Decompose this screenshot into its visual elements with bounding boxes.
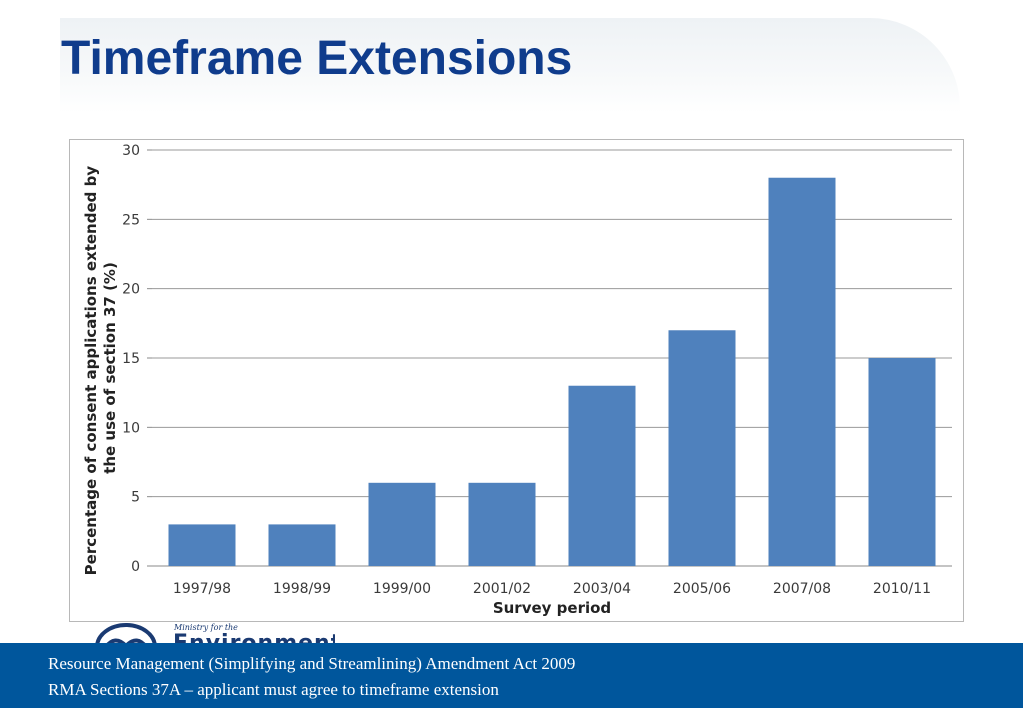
x-axis-title: Survey period xyxy=(493,599,611,617)
logo-big-text: Environment xyxy=(173,631,335,646)
bar-2003-04 xyxy=(568,385,636,566)
chart-frame: 0 5 10 15 20 25 30 1997/98 1998/99 1999/00 2001/0… xyxy=(69,139,964,622)
y-tick-labels: 0 5 10 15 20 25 30 xyxy=(122,143,140,575)
bar-1999-00 xyxy=(368,482,436,566)
y-tick-label: 25 xyxy=(122,212,140,228)
bar-2010-11 xyxy=(868,358,936,566)
footer-line-1: Resource Management (Simplifying and Str… xyxy=(48,654,576,673)
ministry-logo: Ministry for the Environment xyxy=(95,620,335,646)
y-tick-label: 20 xyxy=(122,282,140,298)
y-tick-label: 10 xyxy=(122,420,140,436)
bar-chart: 0 5 10 15 20 25 30 1997/98 1998/99 1999/00 2001/0… xyxy=(82,143,952,617)
x-tick-label: 2001/02 xyxy=(473,581,531,597)
y-tick-label: 0 xyxy=(131,559,140,575)
x-tick-labels: 1997/98 1998/99 1999/00 2001/02 2003/04 2005/… xyxy=(173,581,931,597)
x-tick-label: 1998/99 xyxy=(273,581,331,597)
ministry-emblem-icon xyxy=(95,623,157,646)
x-tick-label: 1999/00 xyxy=(373,581,431,597)
x-tick-label: 2003/04 xyxy=(573,581,631,597)
x-tick-label: 2007/08 xyxy=(773,581,831,597)
y-axis-title: Percentage of consent applications exten… xyxy=(82,161,119,576)
x-tick-label: 2005/06 xyxy=(673,581,731,597)
x-tick-label: 1997/98 xyxy=(173,581,231,597)
logo-small-text: Ministry for the xyxy=(174,623,238,632)
footer-bar xyxy=(0,643,1023,708)
bar-2007-08 xyxy=(768,177,836,566)
bars xyxy=(168,177,936,566)
y-tick-label: 30 xyxy=(122,143,140,159)
footer-line-2: RMA Sections 37A – applicant must agree … xyxy=(48,680,499,699)
x-tick-label: 2010/11 xyxy=(873,581,931,597)
y-tick-label: 5 xyxy=(131,490,140,506)
bar-1997-98 xyxy=(168,524,236,566)
y-tick-label: 15 xyxy=(122,351,140,367)
y-axis-title-line-1: Percentage of consent applications exten… xyxy=(82,166,100,576)
bar-1998-99 xyxy=(268,524,336,566)
title-background xyxy=(60,18,960,113)
slide-title: Timeframe Extensions xyxy=(61,32,573,85)
bar-2005-06 xyxy=(668,330,736,566)
bar-2001-02 xyxy=(468,482,536,566)
y-axis-title-line-2: the use of section 37 (%) xyxy=(101,262,119,474)
